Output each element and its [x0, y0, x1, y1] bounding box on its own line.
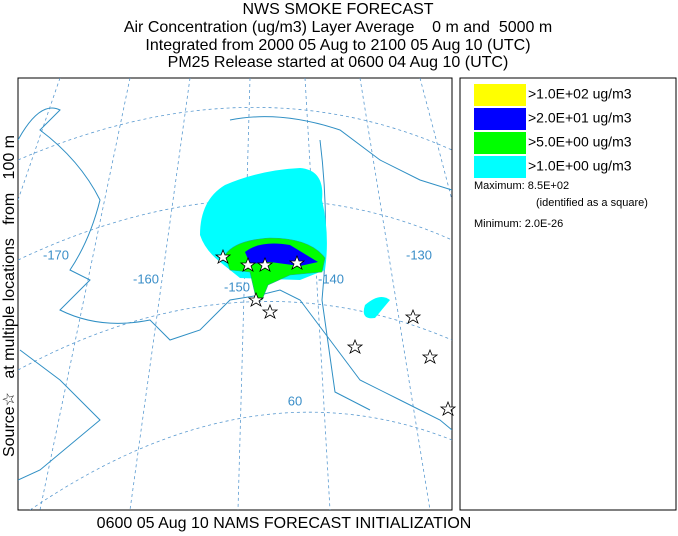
- coastline: [229, 116, 452, 191]
- legend-label: >2.0E+01 ug/m3: [528, 110, 632, 126]
- subtitle: Integrated from 2000 05 Aug to 2100 05 A…: [145, 37, 530, 54]
- legend-swatch: [474, 108, 526, 130]
- map-label: -130: [406, 247, 432, 262]
- subtitle: PM25 Release started at 0600 04 Aug 10 (…: [168, 54, 509, 71]
- coastline: [18, 349, 101, 481]
- footer: 0600 05 Aug 10 NAMS FORECAST INITIALIZAT…: [97, 515, 472, 532]
- smoke-area: [363, 296, 390, 319]
- legend-swatch: [474, 156, 526, 178]
- legend-swatch: [474, 84, 526, 106]
- source-markers: [214, 248, 457, 416]
- legend-label: >1.0E+00 ug/m3: [528, 158, 632, 174]
- subtitle: Air Concentration (ug/m3) Layer Average …: [124, 19, 552, 36]
- legend: Maximum: 8.5E+02 (identified as a square…: [459, 77, 677, 511]
- maximum-note: (identified as a square): [536, 197, 648, 209]
- coastline: [18, 107, 452, 431]
- minimum: Minimum: 2.0E-26: [474, 218, 563, 230]
- legend-label: >5.0E+00 ug/m3: [528, 134, 632, 150]
- map-label: -150: [224, 279, 250, 294]
- map: -170 -160 -150 -140 -130 60: [17, 77, 457, 511]
- map-frame: [17, 77, 453, 511]
- legend-label: >1.0E+02 ug/m3: [528, 86, 632, 102]
- side-label: Source☆ at multiple locations from 100 m: [1, 135, 18, 457]
- map-label: -170: [43, 247, 69, 262]
- map-label: -140: [318, 271, 344, 286]
- graticule: [18, 78, 452, 510]
- legend-swatch: [474, 132, 526, 154]
- smoke-area: [245, 243, 318, 266]
- maximum: Maximum: 8.5E+02: [474, 180, 569, 192]
- title: NWS SMOKE FORECAST: [242, 1, 433, 18]
- map-label: 60: [288, 393, 302, 408]
- map-label: -160: [133, 271, 159, 286]
